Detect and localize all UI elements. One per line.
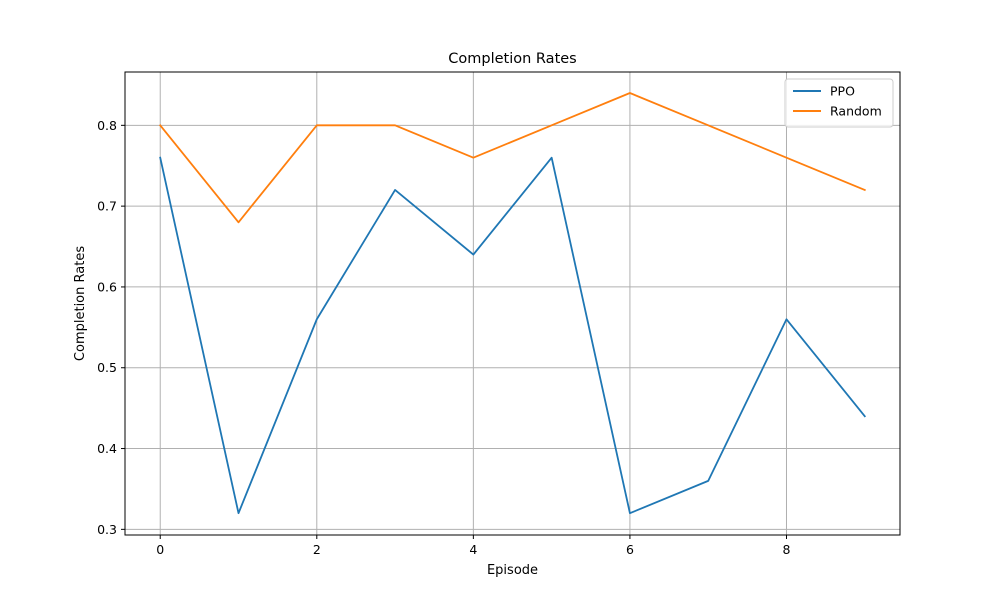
x-tick-label: 0 (156, 542, 164, 557)
plot-area (125, 72, 900, 535)
x-tick-label: 2 (313, 542, 321, 557)
y-tick-label: 0.6 (97, 279, 117, 294)
series-layer (158, 92, 867, 515)
y-axis-label: Completion Rates (73, 246, 88, 361)
x-tick-label: 4 (469, 542, 477, 557)
y-tick-label: 0.7 (97, 199, 117, 214)
y-tick-label: 0.4 (97, 441, 117, 456)
plot-frame (124, 71, 901, 536)
x-axis-label: Episode (487, 563, 538, 578)
chart-title: Completion Rates (448, 51, 576, 67)
tick-layer: 0 2 4 6 8 0.3 0.4 0.5 0.6 0.7 0.8 (97, 118, 790, 557)
legend-label-random: Random (830, 104, 882, 119)
y-tick-label: 0.3 (97, 522, 117, 537)
legend-label-ppo: PPO (830, 84, 855, 99)
y-tick-label: 0.5 (97, 360, 117, 375)
x-tick-label: 8 (783, 542, 791, 557)
series-line-ppo (159, 156, 867, 515)
grid-layer (125, 72, 900, 535)
x-tick-label: 6 (626, 542, 634, 557)
series-line-random (158, 92, 866, 224)
legend: PPO Random (784, 78, 894, 128)
y-tick-label: 0.8 (97, 118, 117, 133)
